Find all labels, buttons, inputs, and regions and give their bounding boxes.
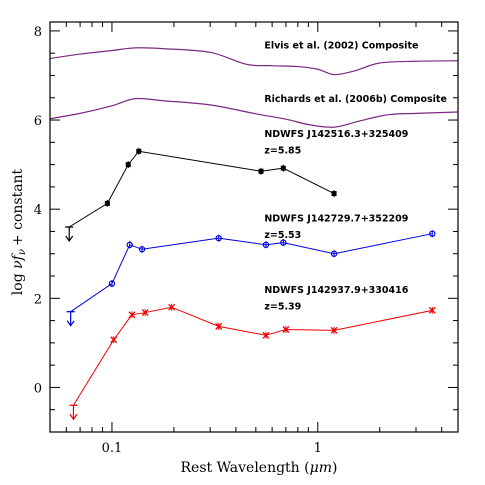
y-tick-label: 4 [34, 203, 42, 218]
upper-limit-arrow-1 [65, 226, 74, 243]
point-marker [280, 165, 286, 171]
data-point [136, 147, 142, 155]
point-marker [136, 148, 142, 154]
composite-curve-2 [49, 97, 459, 128]
data-point [262, 241, 270, 249]
y-axis-title-sub: ν [17, 249, 28, 255]
point-marker [108, 280, 116, 287]
point-marker [280, 239, 287, 246]
data-point [258, 167, 264, 175]
x-axis-title-unit: μm [310, 460, 332, 476]
data-point [280, 164, 286, 172]
data-point [141, 309, 149, 317]
data-point [330, 250, 338, 258]
upper-limit-head [65, 235, 74, 243]
data-point [138, 245, 146, 253]
y-tick-label: 6 [34, 114, 42, 129]
point-marker [429, 230, 436, 237]
point-marker [125, 162, 131, 168]
point-marker [138, 246, 146, 253]
series-label-3: NDWFS J142937.9+330416 [264, 285, 408, 296]
y-axis-title-prefix: log [10, 269, 26, 295]
composite-label-1: Elvis et al. (2002) Composite [264, 41, 418, 52]
series-line-2 [70, 233, 433, 313]
series-redshift-3: z=5.39 [264, 301, 301, 312]
point-marker [215, 234, 222, 242]
upper-limit-arrow-3 [69, 404, 78, 421]
point-marker [262, 331, 270, 339]
x-axis-title: Rest Wavelength (μm) [181, 460, 338, 476]
point-marker [104, 200, 110, 206]
upper-limit-head [69, 413, 78, 421]
upper-limit-arrow-2 [66, 311, 75, 327]
data-point [429, 230, 436, 238]
y-axis-title: log νfν + constant [10, 168, 28, 295]
series-label-1: NDWFS J142516.3+325409 [264, 129, 408, 140]
axis-tick-labels: 0 2 4 6 8 0.1 1 [34, 25, 322, 456]
data-point [331, 190, 337, 198]
point-marker [215, 322, 223, 330]
x-tick-label: 1 [314, 441, 322, 456]
data-point [428, 306, 436, 314]
point-marker [258, 168, 264, 174]
point-marker [331, 191, 337, 197]
data-point [215, 322, 223, 330]
composite-curve-1 [49, 47, 459, 76]
x-axis-title-suffix: ) [332, 460, 337, 476]
y-tick-label: 8 [34, 25, 42, 40]
y-tick-label: 2 [34, 292, 42, 307]
data-point [125, 161, 131, 169]
x-tick-label: 0.1 [102, 441, 123, 456]
series-redshift-1: z=5.85 [264, 145, 301, 156]
data-point [128, 311, 136, 319]
data-point [262, 331, 270, 339]
plot-area: Elvis et al. (2002) Composite Richards et… [49, 41, 459, 421]
y-axis-title-nu: ν [10, 260, 26, 269]
composite-label-2: Richards et al. (2006b) Composite [264, 94, 447, 105]
data-point [126, 241, 133, 249]
data-point [168, 303, 176, 311]
axis-ticks [49, 22, 458, 433]
data-point [110, 336, 118, 344]
y-tick-label: 0 [34, 381, 42, 396]
point-marker [128, 311, 136, 319]
y-axis-title-f: f [10, 252, 26, 261]
point-marker [126, 241, 133, 249]
series-line-3 [73, 306, 433, 406]
data-point [280, 239, 287, 247]
data-point [282, 326, 290, 333]
x-axis-title-prefix: Rest Wavelength ( [181, 460, 310, 476]
y-axis-title-suffix: + constant [10, 168, 26, 246]
data-point [215, 234, 222, 242]
point-marker [282, 326, 290, 333]
data-point [104, 199, 110, 207]
point-marker [110, 336, 118, 344]
data-point [108, 280, 116, 288]
upper-limit-head [66, 320, 75, 327]
point-marker [141, 309, 149, 317]
plot-frame [49, 21, 459, 433]
series-redshift-2: z=5.53 [264, 230, 301, 241]
point-marker [168, 303, 176, 311]
point-marker [330, 250, 338, 257]
point-marker [330, 326, 338, 334]
data-point [330, 326, 338, 334]
point-marker [428, 306, 436, 314]
point-marker [262, 241, 270, 249]
series-label-2: NDWFS J142729.7+352209 [264, 214, 408, 225]
